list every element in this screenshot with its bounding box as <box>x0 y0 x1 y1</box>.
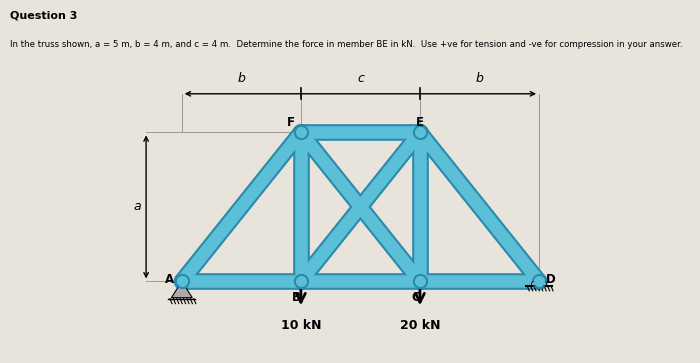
Text: C: C <box>411 291 420 304</box>
Text: 10 kN: 10 kN <box>281 319 321 331</box>
Text: a: a <box>134 200 141 213</box>
Circle shape <box>537 282 541 286</box>
Polygon shape <box>172 281 193 298</box>
Text: E: E <box>416 115 424 129</box>
Text: A: A <box>165 273 174 286</box>
Text: c: c <box>357 72 364 85</box>
Text: D: D <box>546 273 556 286</box>
Text: In the truss shown, a = 5 m, b = 4 m, and c = 4 m.  Determine the force in membe: In the truss shown, a = 5 m, b = 4 m, an… <box>10 40 683 49</box>
Circle shape <box>531 282 536 286</box>
Text: B: B <box>292 291 301 304</box>
Text: b: b <box>237 72 245 85</box>
Text: 20 kN: 20 kN <box>400 319 440 331</box>
Text: Question 3: Question 3 <box>10 11 78 21</box>
Circle shape <box>542 282 547 286</box>
Text: b: b <box>475 72 484 85</box>
Text: F: F <box>286 115 295 129</box>
